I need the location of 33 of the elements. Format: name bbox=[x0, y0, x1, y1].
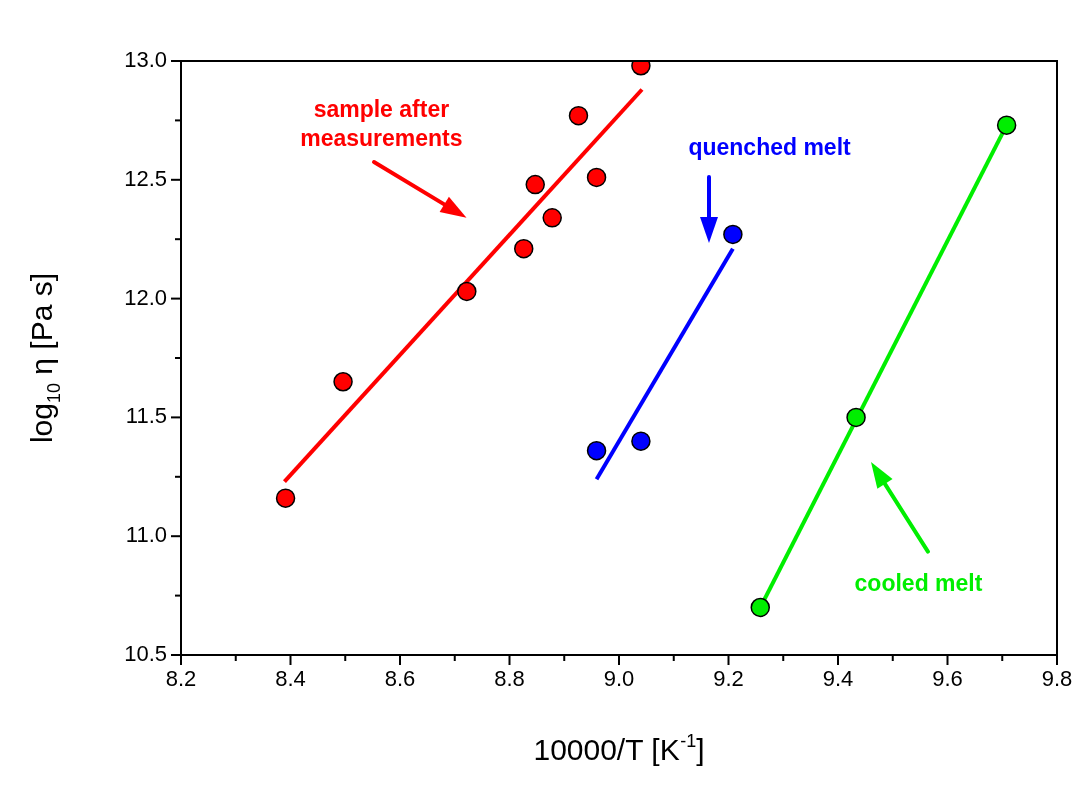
x-tick-label: 9.6 bbox=[932, 666, 963, 692]
point bbox=[723, 224, 743, 245]
x-tick-label: 9.2 bbox=[713, 666, 744, 692]
point bbox=[542, 208, 562, 228]
x-tick-label: 8.8 bbox=[494, 666, 525, 692]
point bbox=[457, 281, 477, 302]
point bbox=[586, 440, 607, 461]
x-tick-label: 8.6 bbox=[384, 666, 416, 692]
annotation: quenched melt bbox=[688, 134, 852, 161]
x-tick-label: 9.4 bbox=[822, 666, 854, 692]
y-tick-label: 11.5 bbox=[125, 403, 167, 429]
x-tick-label: 9.8 bbox=[1041, 666, 1073, 692]
y-tick-label: 13.0 bbox=[124, 47, 167, 73]
point bbox=[586, 167, 607, 188]
annotation: sample after measurements bbox=[300, 95, 463, 151]
y-axis-title: log10 η [Pa s] bbox=[25, 272, 64, 444]
point bbox=[996, 115, 1017, 135]
y-tick-label: 12.0 bbox=[124, 284, 167, 310]
point bbox=[275, 488, 296, 508]
point bbox=[631, 431, 651, 451]
point bbox=[750, 597, 771, 618]
x-tick-label: 8.4 bbox=[275, 666, 306, 692]
annotation: cooled melt bbox=[854, 570, 983, 597]
point bbox=[333, 372, 353, 392]
x-tick-label: 8.2 bbox=[165, 666, 197, 692]
x-tick-label: 9.0 bbox=[603, 666, 635, 692]
y-tick-label: 12.5 bbox=[124, 165, 167, 191]
y-tick-label: 11.0 bbox=[125, 522, 167, 548]
point bbox=[846, 407, 866, 428]
point bbox=[525, 174, 545, 195]
point bbox=[568, 105, 589, 126]
y-tick-label: 10.5 bbox=[124, 641, 167, 667]
point bbox=[513, 238, 534, 259]
